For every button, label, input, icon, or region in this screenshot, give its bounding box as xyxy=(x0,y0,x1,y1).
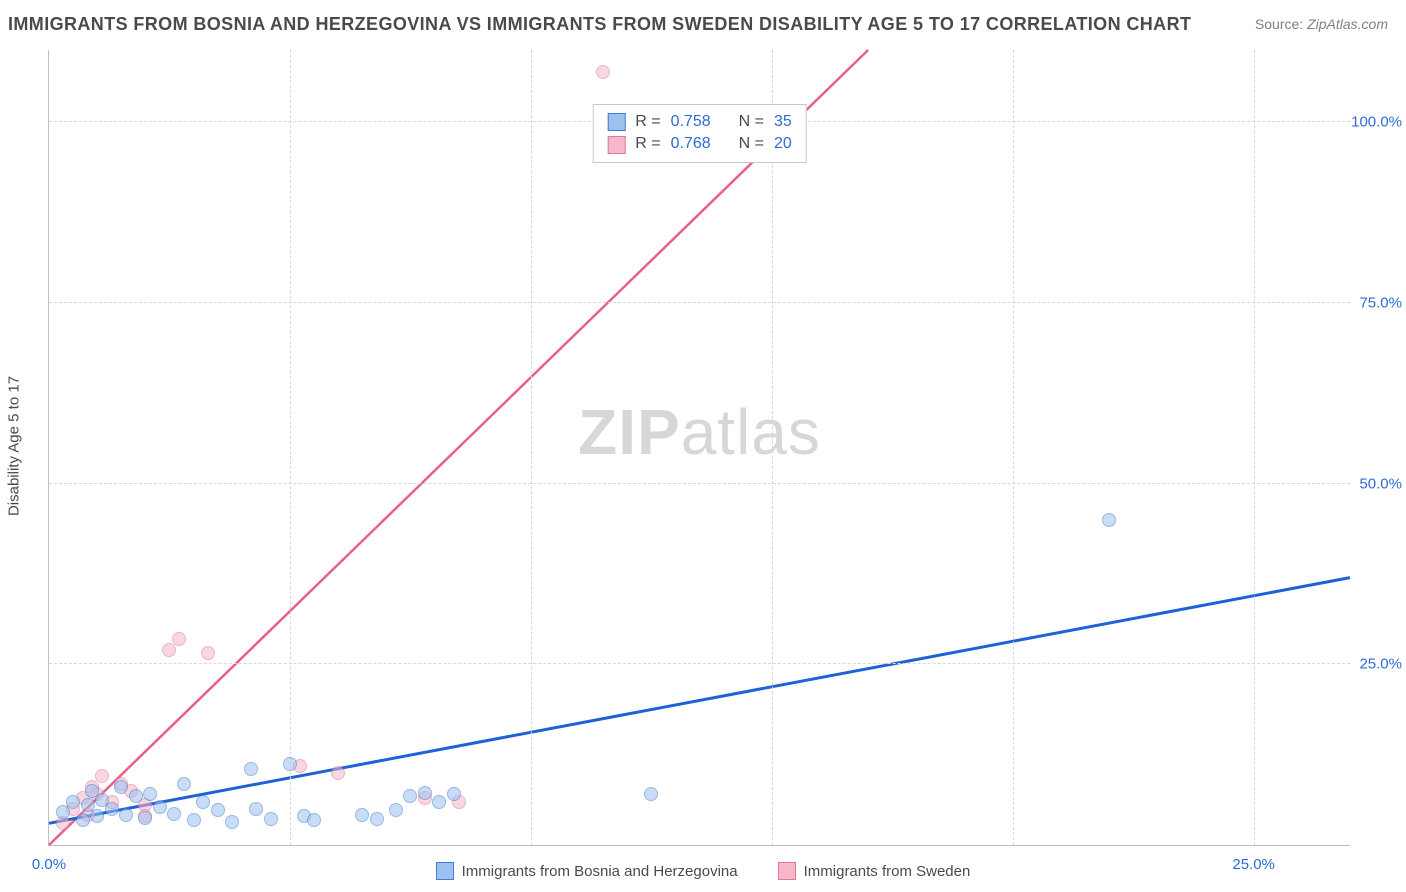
scatter-point-bosnia xyxy=(177,777,191,791)
legend-label-bosnia: Immigrants from Bosnia and Herzegovina xyxy=(462,863,738,880)
legend-stats-row-sweden: R = 0.768 N = 20 xyxy=(607,133,792,155)
gridline-h xyxy=(49,663,1350,664)
chart-container: IMMIGRANTS FROM BOSNIA AND HERZEGOVINA V… xyxy=(0,0,1406,892)
scatter-point-bosnia xyxy=(143,787,157,801)
scatter-point-bosnia xyxy=(264,812,278,826)
gridline-v xyxy=(772,50,773,845)
scatter-point-sweden xyxy=(95,769,109,783)
plot-area: 25.0%50.0%75.0%100.0%0.0%25.0% ZIPatlas … xyxy=(48,50,1350,846)
ytick-label: 50.0% xyxy=(1359,475,1402,492)
gridline-h xyxy=(49,302,1350,303)
scatter-point-sweden xyxy=(201,646,215,660)
r-label: R = xyxy=(635,111,660,133)
n-label: N = xyxy=(739,111,764,133)
ytick-label: 100.0% xyxy=(1351,114,1402,131)
scatter-point-bosnia xyxy=(418,786,432,800)
scatter-point-bosnia xyxy=(114,780,128,794)
scatter-point-bosnia xyxy=(105,802,119,816)
gridline-v xyxy=(1013,50,1014,845)
scatter-point-bosnia xyxy=(355,808,369,822)
r-value-sweden: 0.768 xyxy=(671,133,711,155)
scatter-point-bosnia xyxy=(90,809,104,823)
r-label: R = xyxy=(635,133,660,155)
scatter-point-bosnia xyxy=(644,787,658,801)
scatter-point-bosnia xyxy=(249,802,263,816)
gridline-h xyxy=(49,483,1350,484)
source-prefix: Source: xyxy=(1255,16,1307,32)
scatter-point-bosnia xyxy=(211,803,225,817)
source-link[interactable]: ZipAtlas.com xyxy=(1307,16,1388,32)
scatter-point-sweden xyxy=(596,65,610,79)
gridline-v xyxy=(1254,50,1255,845)
trend-lines-svg xyxy=(49,50,1350,845)
scatter-point-bosnia xyxy=(196,795,210,809)
scatter-point-bosnia xyxy=(447,787,461,801)
n-label: N = xyxy=(739,133,764,155)
legend-bottom: Immigrants from Bosnia and Herzegovina I… xyxy=(0,862,1406,880)
legend-item-sweden: Immigrants from Sweden xyxy=(778,862,971,880)
scatter-point-bosnia xyxy=(225,815,239,829)
trend-line xyxy=(49,50,868,845)
scatter-point-bosnia xyxy=(1102,513,1116,527)
scatter-point-bosnia xyxy=(403,789,417,803)
chart-title: IMMIGRANTS FROM BOSNIA AND HERZEGOVINA V… xyxy=(8,14,1191,35)
scatter-point-bosnia xyxy=(66,795,80,809)
trend-line xyxy=(49,578,1350,824)
scatter-point-bosnia xyxy=(153,800,167,814)
source-attribution: Source: ZipAtlas.com xyxy=(1255,16,1388,32)
gridline-v xyxy=(531,50,532,845)
scatter-point-bosnia xyxy=(129,789,143,803)
scatter-point-sweden xyxy=(162,643,176,657)
r-value-bosnia: 0.758 xyxy=(671,111,711,133)
scatter-point-bosnia xyxy=(389,803,403,817)
ytick-label: 75.0% xyxy=(1359,294,1402,311)
legend-stats-row-bosnia: R = 0.758 N = 35 xyxy=(607,111,792,133)
scatter-point-bosnia xyxy=(307,813,321,827)
gridline-v xyxy=(290,50,291,845)
y-axis-label: Disability Age 5 to 17 xyxy=(6,376,23,516)
scatter-point-bosnia xyxy=(187,813,201,827)
n-value-bosnia: 35 xyxy=(774,111,792,133)
scatter-point-bosnia xyxy=(244,762,258,776)
scatter-point-bosnia xyxy=(370,812,384,826)
scatter-point-bosnia xyxy=(432,795,446,809)
n-value-sweden: 20 xyxy=(774,133,792,155)
scatter-point-bosnia xyxy=(76,813,90,827)
legend-stats-box: R = 0.758 N = 35 R = 0.768 N = 20 xyxy=(592,104,807,163)
swatch-sweden-icon xyxy=(607,136,625,154)
scatter-point-bosnia xyxy=(138,811,152,825)
ytick-label: 25.0% xyxy=(1359,656,1402,673)
scatter-point-bosnia xyxy=(167,807,181,821)
scatter-point-sweden xyxy=(172,632,186,646)
legend-label-sweden: Immigrants from Sweden xyxy=(804,863,971,880)
swatch-bosnia-icon xyxy=(607,113,625,131)
swatch-bosnia-icon xyxy=(436,862,454,880)
scatter-point-bosnia xyxy=(56,805,70,819)
scatter-point-bosnia xyxy=(119,808,133,822)
legend-item-bosnia: Immigrants from Bosnia and Herzegovina xyxy=(436,862,738,880)
scatter-point-sweden xyxy=(331,766,345,780)
scatter-point-bosnia xyxy=(283,757,297,771)
swatch-sweden-icon xyxy=(778,862,796,880)
plot-inner: 25.0%50.0%75.0%100.0%0.0%25.0% xyxy=(49,50,1350,845)
